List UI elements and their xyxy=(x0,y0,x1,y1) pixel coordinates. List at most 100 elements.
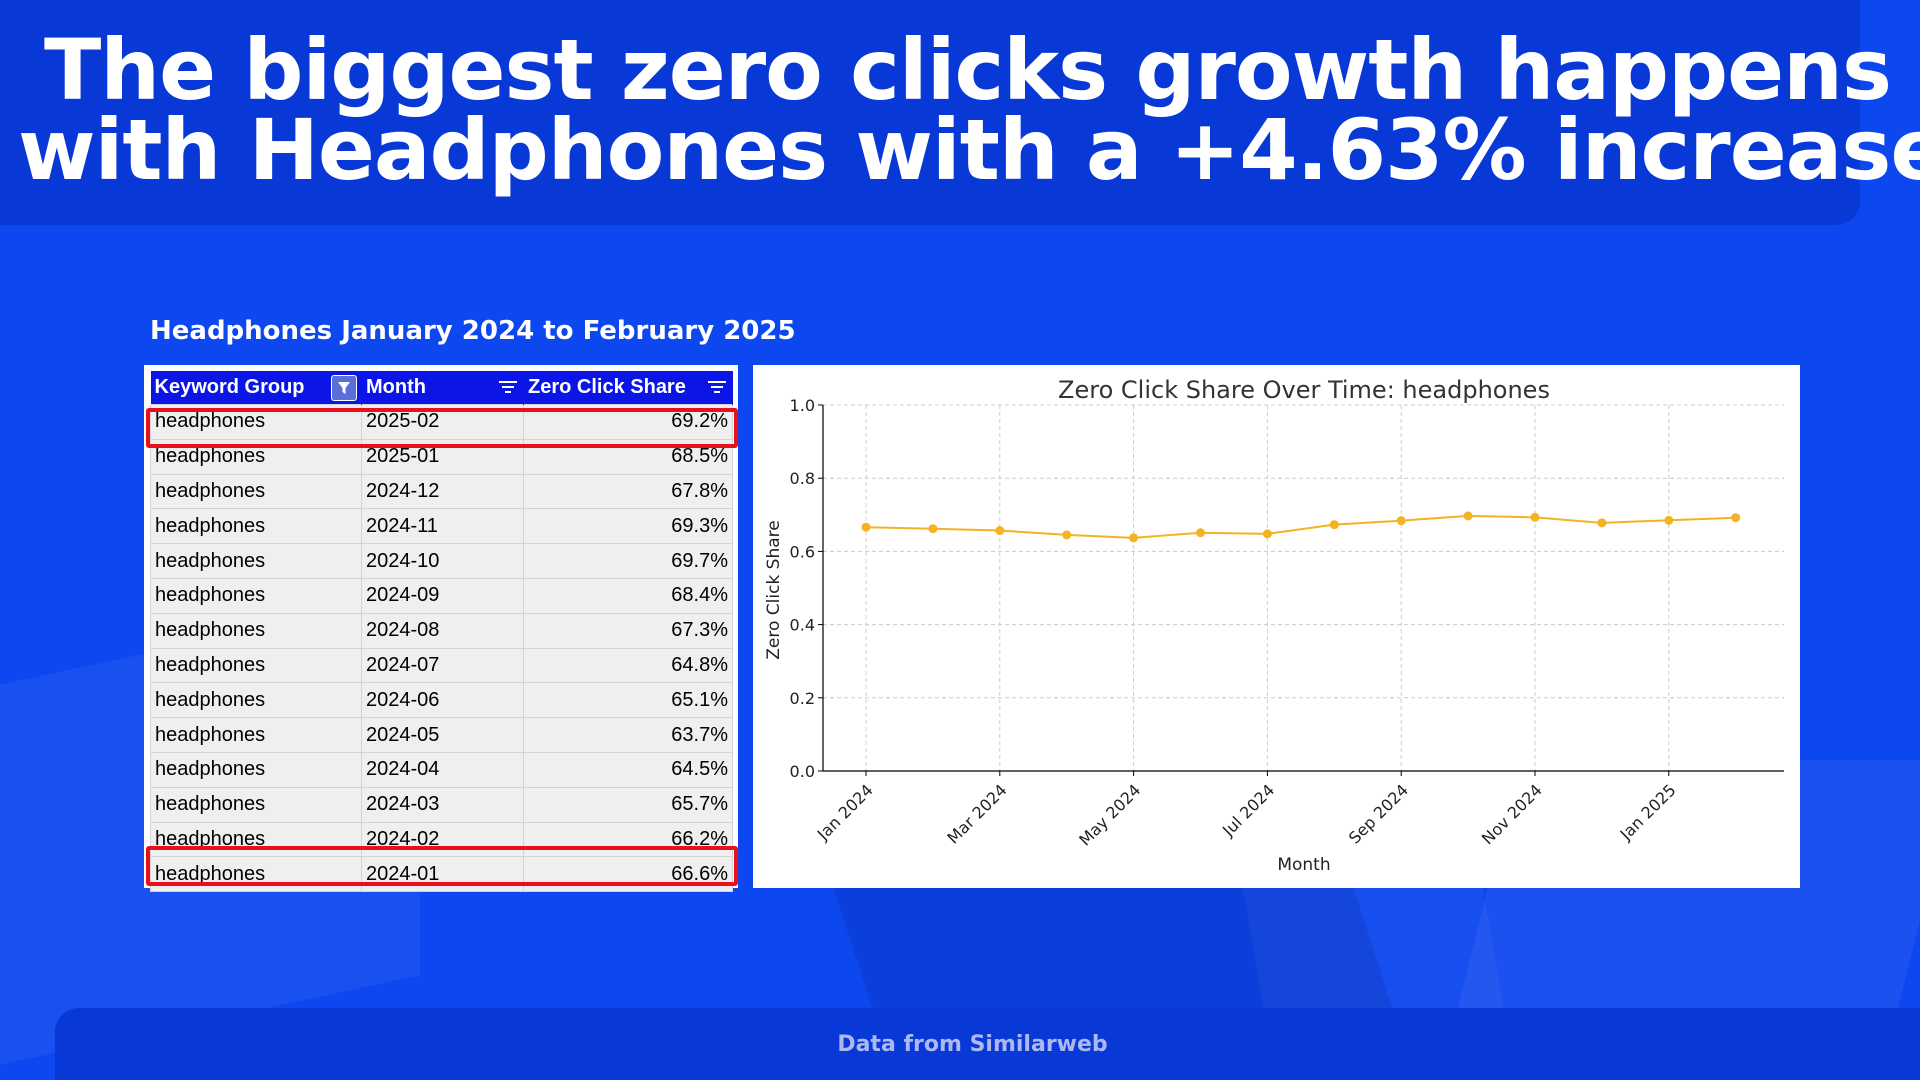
month-cell: 2024-09 xyxy=(361,577,524,614)
x-tick-label: Jul 2024 xyxy=(1218,780,1278,840)
headline: The biggest zero clicks growth happens w… xyxy=(18,21,1920,192)
data-point xyxy=(1262,529,1272,539)
chart-grid xyxy=(823,404,1784,772)
month-cell: 2024-05 xyxy=(361,717,524,753)
keyword-group-cell: headphones xyxy=(150,577,362,614)
keyword-group-cell: headphones xyxy=(150,473,362,510)
line-chart: Zero Click Share Over Time: headphones Z… xyxy=(764,376,1784,875)
zero-click-share-cell: 68.4% xyxy=(523,577,733,614)
table-row[interactable]: headphones 2024-11 69.3% xyxy=(150,508,733,545)
table-body: headphones 2025-02 69.2% headphones 2025-01 6… xyxy=(150,404,733,893)
header-panel: The biggest zero clicks growth happens w… xyxy=(0,0,1920,225)
zero-click-share-cell: 67.3% xyxy=(523,612,733,649)
zero-click-share-cell: 64.5% xyxy=(523,751,733,788)
month-cell: 2025-01 xyxy=(361,438,524,475)
keyword-group-cell: headphones xyxy=(150,543,362,579)
zero-click-share-cell: 65.7% xyxy=(523,786,733,823)
line-chart-card: Zero Click Share Over Time: headphones Z… xyxy=(753,365,1800,888)
table-row[interactable]: headphones 2024-04 64.5% xyxy=(150,751,733,788)
table-row[interactable]: headphones 2024-08 67.3% xyxy=(150,612,733,649)
funnel-filter-active-icon[interactable] xyxy=(331,375,357,401)
footer-source: Data from Similarweb xyxy=(837,1032,1108,1057)
month-cell: 2024-10 xyxy=(361,543,524,579)
table-row[interactable]: headphones 2024-06 65.1% xyxy=(150,682,733,719)
keyword-group-cell: headphones xyxy=(150,786,362,823)
table-row[interactable]: headphones 2024-12 67.8% xyxy=(150,473,733,510)
data-point xyxy=(1396,516,1406,526)
chart-series xyxy=(861,511,1741,543)
sort-filter-icon[interactable] xyxy=(706,377,728,397)
column-header-month[interactable]: Month xyxy=(361,371,524,405)
table-row[interactable]: headphones 2025-02 69.2% xyxy=(150,404,733,440)
zero-click-share-cell: 64.8% xyxy=(523,647,733,684)
table-row[interactable]: headphones 2024-07 64.8% xyxy=(150,647,733,684)
y-tick-label: 1.0 xyxy=(790,396,815,415)
table-header-row: Keyword Group Month Zero Click Share xyxy=(150,371,733,405)
keyword-group-cell: headphones xyxy=(150,647,362,684)
keyword-group-cell: headphones xyxy=(150,508,362,545)
y-tick-label: 0.4 xyxy=(790,616,815,635)
x-tick-label: Jan 2024 xyxy=(813,780,877,844)
table-title: Headphones January 2024 to February 2025 xyxy=(150,316,796,346)
column-header-label: Keyword Group xyxy=(154,376,305,398)
zero-click-share-cell: 63.7% xyxy=(523,717,733,753)
data-point xyxy=(995,526,1005,536)
month-cell: 2024-03 xyxy=(361,786,524,823)
y-tick-label: 0.6 xyxy=(790,542,815,561)
x-tick-label: Sep 2024 xyxy=(1345,780,1412,847)
zero-click-share-cell: 69.7% xyxy=(523,543,733,579)
y-tick-label: 0.0 xyxy=(790,762,815,781)
column-header-zero-click-share[interactable]: Zero Click Share xyxy=(523,371,733,405)
series-line xyxy=(865,514,1736,539)
table-row[interactable]: headphones 2024-09 68.4% xyxy=(150,577,733,614)
x-tick-label: Mar 2024 xyxy=(943,780,1010,847)
keyword-group-cell: headphones xyxy=(150,751,362,788)
zero-click-share-cell: 66.6% xyxy=(523,856,733,893)
zero-click-table: Keyword Group Month Zero Click Share hea… xyxy=(150,371,733,893)
data-point xyxy=(1196,528,1205,538)
headline-line-1: The biggest zero clicks growth happens xyxy=(44,21,1892,119)
keyword-group-cell: headphones xyxy=(150,717,362,753)
y-tick-label: 0.8 xyxy=(790,469,815,488)
data-point xyxy=(1664,515,1674,525)
data-point xyxy=(1530,512,1540,522)
month-cell: 2025-02 xyxy=(361,404,524,440)
table-row[interactable]: headphones 2025-01 68.5% xyxy=(150,438,733,475)
data-point xyxy=(861,522,871,532)
zero-click-share-cell: 69.3% xyxy=(523,508,733,545)
sort-filter-icon[interactable] xyxy=(497,377,519,397)
keyword-group-cell: headphones xyxy=(150,856,362,893)
x-tick-label: Jan 2025 xyxy=(1616,780,1680,844)
month-cell: 2024-06 xyxy=(361,682,524,719)
data-point xyxy=(1463,511,1473,521)
data-point xyxy=(1329,520,1339,530)
column-header-label: Zero Click Share xyxy=(528,376,686,398)
table-row[interactable]: headphones 2024-10 69.7% xyxy=(150,543,733,579)
zero-click-share-cell: 68.5% xyxy=(523,438,733,475)
data-point xyxy=(1062,530,1072,540)
keyword-group-cell: headphones xyxy=(150,612,362,649)
month-cell: 2024-12 xyxy=(361,473,524,510)
data-point xyxy=(1731,513,1741,523)
data-point xyxy=(1597,518,1607,528)
table-row[interactable]: headphones 2024-02 66.2% xyxy=(150,821,733,858)
chart-x-axis-label: Month xyxy=(1277,855,1330,875)
month-cell: 2024-01 xyxy=(361,856,524,893)
table-row[interactable]: headphones 2024-03 65.7% xyxy=(150,786,733,823)
chart-title: Zero Click Share Over Time: headphones xyxy=(1058,376,1550,404)
month-cell: 2024-11 xyxy=(361,508,524,545)
month-cell: 2024-08 xyxy=(361,612,524,649)
table-row[interactable]: headphones 2024-05 63.7% xyxy=(150,717,733,753)
zero-click-share-cell: 66.2% xyxy=(523,821,733,858)
zero-click-share-cell: 69.2% xyxy=(523,404,733,440)
y-tick-label: 0.2 xyxy=(790,689,815,708)
keyword-group-cell: headphones xyxy=(150,404,362,440)
keyword-group-cell: headphones xyxy=(150,438,362,475)
month-cell: 2024-02 xyxy=(361,821,524,858)
x-tick-label: Nov 2024 xyxy=(1478,780,1546,848)
zero-click-share-cell: 65.1% xyxy=(523,682,733,719)
data-point xyxy=(1129,533,1139,543)
column-header-keyword-group[interactable]: Keyword Group xyxy=(150,371,362,405)
table-row[interactable]: headphones 2024-01 66.6% xyxy=(150,856,733,893)
chart-y-axis-label: Zero Click Share xyxy=(764,520,784,660)
